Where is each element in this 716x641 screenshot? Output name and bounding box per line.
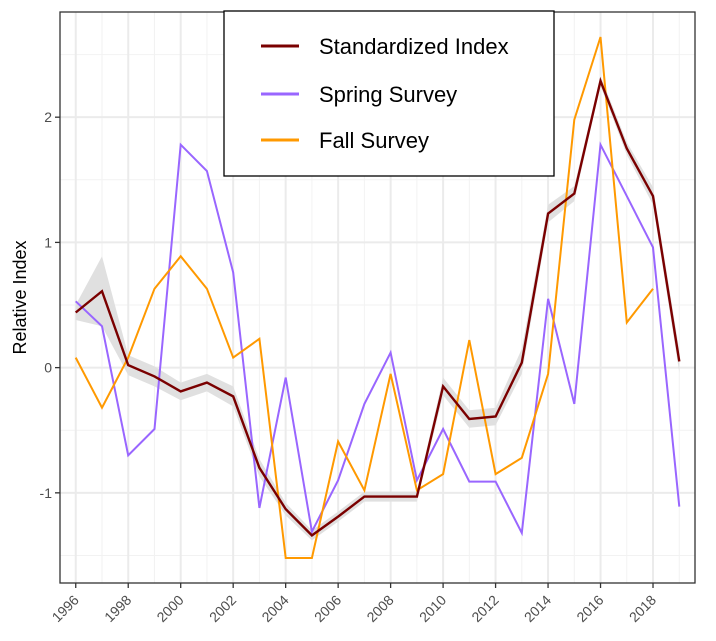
y-tick-label: 2 xyxy=(44,109,52,125)
series-line-spring-survey xyxy=(75,141,681,537)
series-line-standardized-index xyxy=(74,76,681,537)
legend: Standardized Index Spring Survey Fall Surv… xyxy=(223,10,555,177)
y-axis-title: Relative Index xyxy=(10,240,30,354)
legend-label-fall-survey: Fall Survey xyxy=(319,128,429,153)
y-tick-label: 1 xyxy=(44,234,52,250)
y-tick-label: -1 xyxy=(40,485,53,501)
y-tick-label: 0 xyxy=(44,360,52,376)
legend-label-standardized-index: Standardized Index xyxy=(319,34,509,59)
series-line-fall-survey xyxy=(74,36,654,559)
legend-label-spring-survey: Spring Survey xyxy=(319,82,457,107)
y-axis: -1 0 1 2 xyxy=(40,109,60,501)
series-lines xyxy=(74,36,681,559)
